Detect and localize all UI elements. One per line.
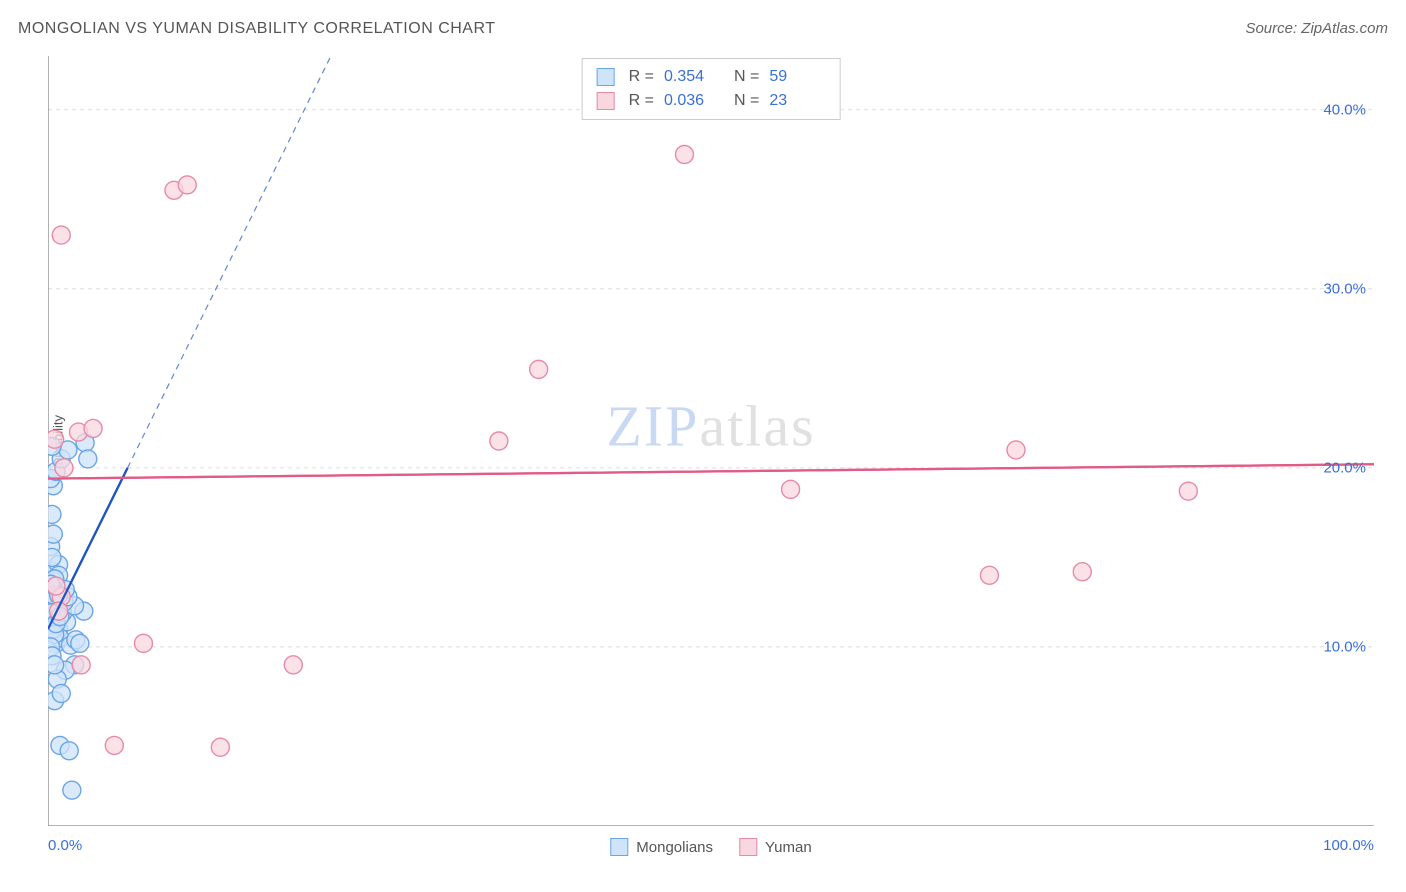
r-label: R = — [629, 65, 654, 89]
swatch-mongolians — [597, 68, 615, 86]
n-value-yuman: 23 — [769, 89, 825, 113]
n-label: N = — [734, 89, 759, 113]
y-tick-label: 20.0% — [1323, 459, 1366, 476]
scatter-chart — [48, 56, 1374, 826]
legend-item-yuman: Yuman — [739, 838, 812, 856]
legend-correlation: R = 0.354 N = 59 R = 0.036 N = 23 — [582, 58, 841, 120]
source-attribution: Source: ZipAtlas.com — [1245, 20, 1388, 37]
x-tick-label: 100.0% — [1323, 837, 1374, 854]
x-tick-label: 0.0% — [48, 837, 82, 854]
n-label: N = — [734, 65, 759, 89]
swatch-yuman-icon — [739, 838, 757, 856]
r-value-yuman: 0.036 — [664, 89, 720, 113]
plot-area: Disability ZIPatlas R = 0.354 N = 59 R =… — [48, 56, 1374, 826]
y-tick-label: 10.0% — [1323, 638, 1366, 655]
r-label: R = — [629, 89, 654, 113]
legend-label-mongolians: Mongolians — [636, 839, 713, 856]
swatch-yuman — [597, 92, 615, 110]
legend-row-mongolians: R = 0.354 N = 59 — [597, 65, 826, 89]
y-tick-label: 30.0% — [1323, 280, 1366, 297]
legend-label-yuman: Yuman — [765, 839, 812, 856]
legend-series: Mongolians Yuman — [610, 838, 811, 856]
r-value-mongolians: 0.354 — [664, 65, 720, 89]
legend-row-yuman: R = 0.036 N = 23 — [597, 89, 826, 113]
chart-title: MONGOLIAN VS YUMAN DISABILITY CORRELATIO… — [18, 20, 496, 37]
n-value-mongolians: 59 — [769, 65, 825, 89]
swatch-mongolians-icon — [610, 838, 628, 856]
legend-item-mongolians: Mongolians — [610, 838, 713, 856]
y-tick-label: 40.0% — [1323, 101, 1366, 118]
